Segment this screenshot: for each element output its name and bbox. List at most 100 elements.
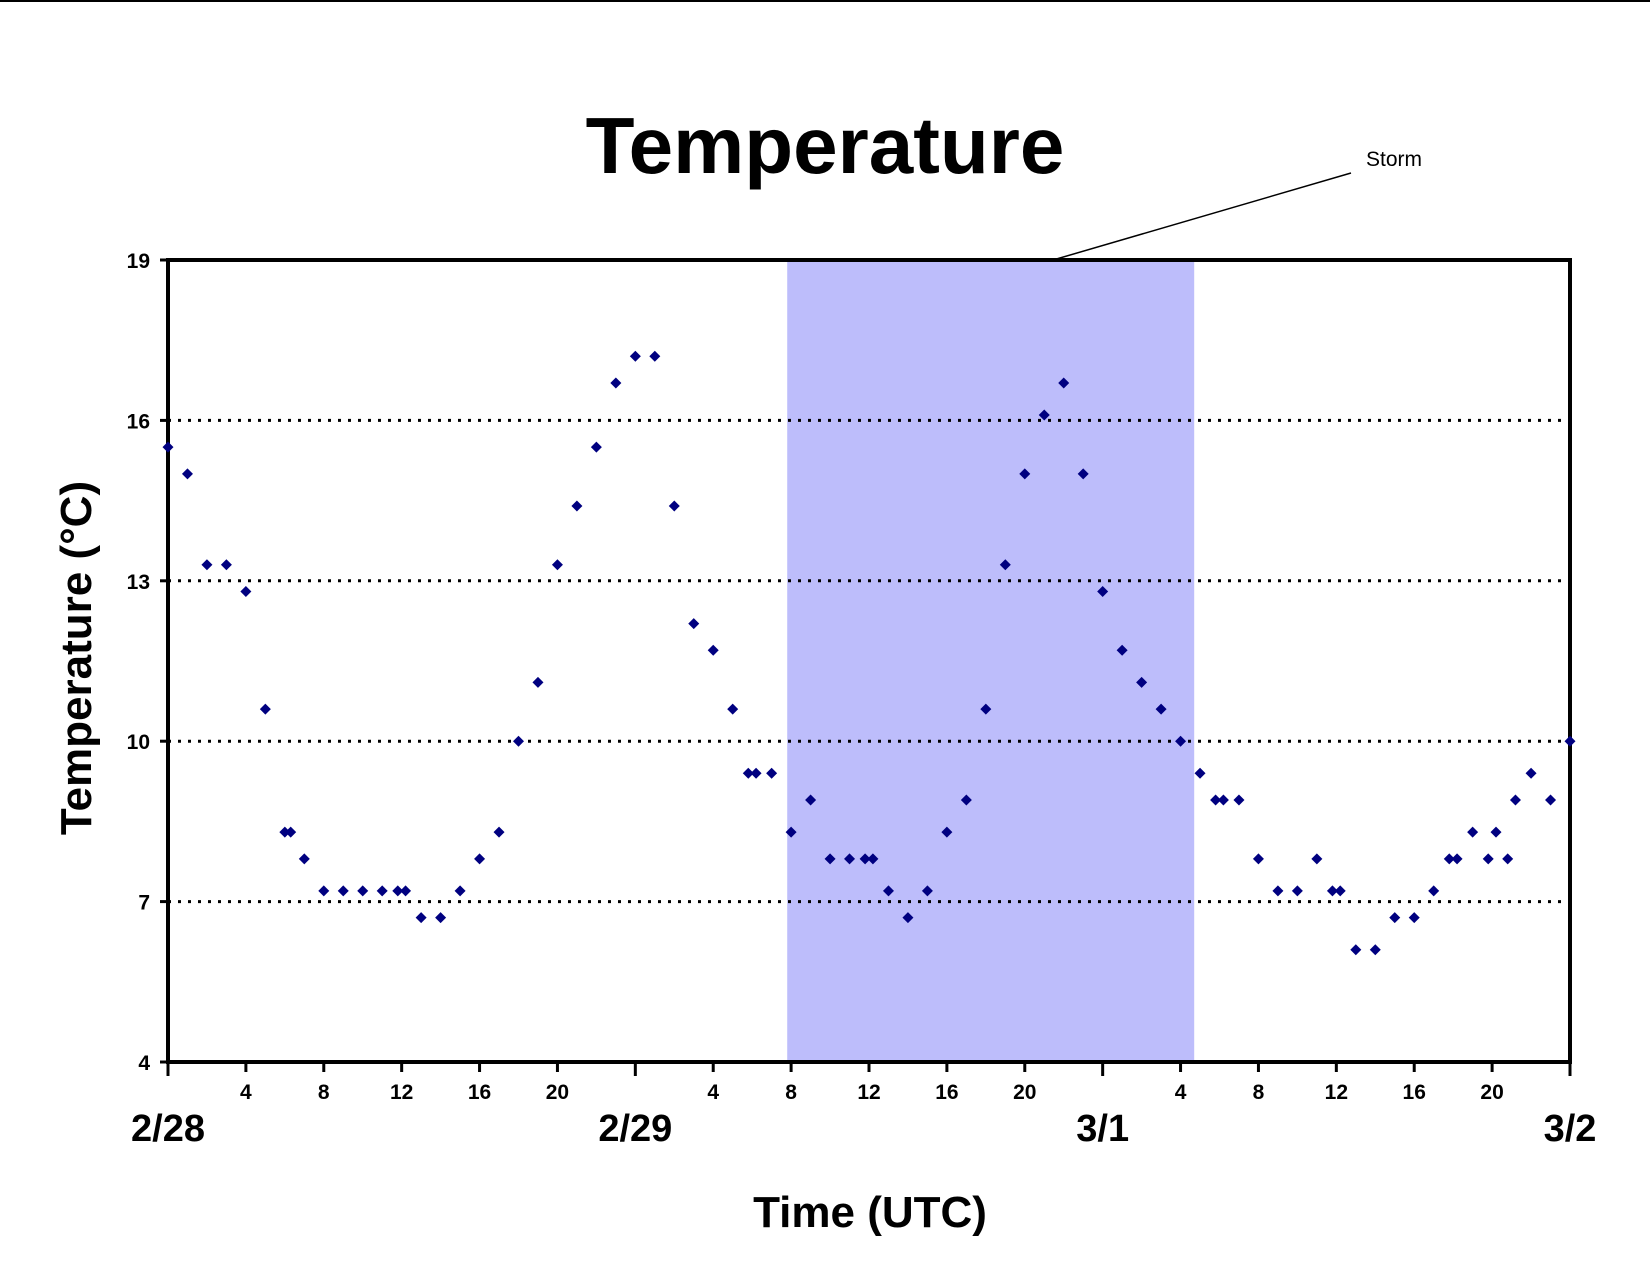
data-point [688,618,700,630]
data-point [785,826,797,838]
data-point [551,559,563,571]
y-tick-label: 7 [138,892,150,915]
data-point [285,826,297,838]
data-point [415,912,427,924]
x-tick-label: 4 [707,1081,719,1104]
storm-shaded-region [787,260,1195,1062]
data-point [1116,644,1128,656]
data-point [1233,794,1245,806]
data-point [805,794,817,806]
data-point [1252,853,1264,865]
data-point [1291,885,1303,897]
data-point [960,794,972,806]
data-point [766,767,778,779]
x-tick-label: 8 [785,1081,797,1104]
data-point [629,350,641,362]
x-axis-label: Time (UTC) [753,1188,987,1237]
data-point [435,912,447,924]
data-point [1077,468,1089,480]
data-point [980,703,992,715]
y-tick-label: 16 [127,410,150,433]
x-tick-label: 8 [318,1081,330,1104]
data-point [454,885,466,897]
data-point [259,703,271,715]
data-point [1194,767,1206,779]
data-point [742,767,754,779]
x-tick-label: 8 [1253,1081,1265,1104]
storm-annotation-line [1052,172,1352,261]
data-point [1525,767,1537,779]
data-point [1326,885,1338,897]
data-point [1502,853,1514,865]
data-point [181,468,193,480]
data-point [376,885,388,897]
data-point [1311,853,1323,865]
y-tick-label: 10 [127,731,150,754]
data-point [750,767,762,779]
data-point [240,585,252,597]
data-point [1369,944,1381,956]
storm-annotation-label: Storm [1366,148,1422,171]
x-tick-label: 4 [1175,1081,1187,1104]
day-label: 2/29 [598,1108,672,1150]
data-point [668,500,680,512]
data-point [513,735,524,747]
data-point [590,441,602,453]
data-point [1334,885,1346,897]
data-point [162,441,174,453]
day-label: 2/28 [131,1108,205,1150]
x-tick-label: 20 [546,1081,569,1104]
data-point [999,559,1011,571]
data-point [1058,377,1070,389]
data-point [707,644,719,656]
data-point [844,853,856,865]
data-point [941,826,953,838]
data-point [1097,585,1109,597]
data-point [1038,409,1050,421]
y-tick-label: 19 [127,250,150,273]
data-point [201,559,213,571]
data-point [493,826,505,838]
data-point [1443,853,1455,865]
data-point [727,703,739,715]
data-point [1451,853,1463,865]
data-point [1428,885,1440,897]
x-tick-label: 12 [857,1081,880,1104]
data-point [1564,735,1576,747]
y-tick-label: 4 [138,1052,150,1075]
data-point [220,559,232,571]
data-point [1136,676,1148,688]
data-point [1175,735,1187,747]
data-point [1545,794,1557,806]
data-point [400,885,412,897]
data-point [1350,944,1362,956]
data-point [1155,703,1167,715]
data-point [357,885,369,897]
data-point [1389,912,1401,924]
data-point [1217,794,1229,806]
chart-title: Temperature [586,101,1065,190]
x-tick-label: 12 [390,1081,413,1104]
data-point [571,500,583,512]
data-point [532,676,544,688]
data-point [921,885,933,897]
day-label: 3/1 [1076,1108,1129,1150]
day-label: 3/2 [1544,1108,1597,1150]
data-point [474,853,486,865]
x-tick-label: 20 [1480,1081,1503,1104]
data-point [1490,826,1502,838]
data-point [1482,853,1494,865]
y-tick-label: 13 [127,571,150,594]
data-point [867,853,879,865]
x-tick-label: 4 [240,1081,252,1104]
data-point [298,853,310,865]
data-point [610,377,622,389]
x-tick-label: 12 [1325,1081,1348,1104]
data-point [392,885,404,897]
data-point [859,853,871,865]
data-point [1408,912,1420,924]
data-point [337,885,349,897]
data-point [1467,826,1479,838]
data-point [902,912,914,924]
